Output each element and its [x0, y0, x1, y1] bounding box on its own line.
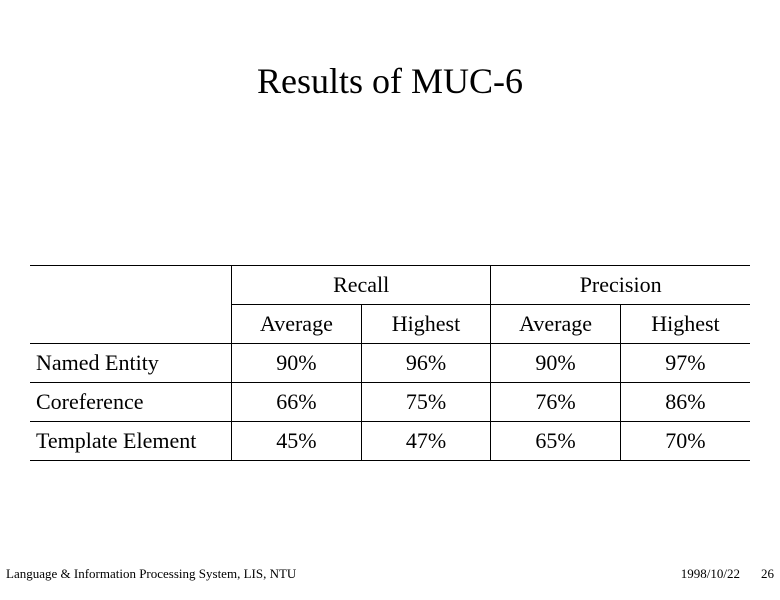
- table-row: Template Element 45% 47% 65% 70%: [30, 422, 750, 461]
- cell-precision-avg: 65%: [491, 422, 621, 461]
- table-row: Named Entity 90% 96% 90% 97%: [30, 344, 750, 383]
- table: Recall Precision Average Highest Average…: [30, 265, 750, 461]
- header-blank: [30, 266, 232, 305]
- slide-title: Results of MUC-6: [0, 60, 780, 102]
- cell-recall-high: 96%: [361, 344, 491, 383]
- footer-date: 1998/10/22: [681, 566, 740, 582]
- table-row: Coreference 66% 75% 76% 86%: [30, 383, 750, 422]
- table-header-row: Recall Precision: [30, 266, 750, 305]
- cell-recall-high: 75%: [361, 383, 491, 422]
- subheader-precision-high: Highest: [620, 305, 750, 344]
- header-precision: Precision: [491, 266, 750, 305]
- subheader-recall-avg: Average: [232, 305, 362, 344]
- results-table: Recall Precision Average Highest Average…: [30, 265, 750, 461]
- table-subheader-row: Average Highest Average Highest: [30, 305, 750, 344]
- footer-page-number: 26: [761, 566, 774, 582]
- cell-precision-avg: 90%: [491, 344, 621, 383]
- cell-precision-high: 70%: [620, 422, 750, 461]
- row-label: Template Element: [30, 422, 232, 461]
- cell-recall-avg: 66%: [232, 383, 362, 422]
- cell-recall-avg: 90%: [232, 344, 362, 383]
- cell-precision-avg: 76%: [491, 383, 621, 422]
- subheader-precision-avg: Average: [491, 305, 621, 344]
- cell-recall-avg: 45%: [232, 422, 362, 461]
- subheader-recall-high: Highest: [361, 305, 491, 344]
- cell-precision-high: 86%: [620, 383, 750, 422]
- cell-recall-high: 47%: [361, 422, 491, 461]
- cell-precision-high: 97%: [620, 344, 750, 383]
- footer-affiliation: Language & Information Processing System…: [6, 566, 296, 582]
- subheader-blank: [30, 305, 232, 344]
- header-recall: Recall: [232, 266, 491, 305]
- row-label: Named Entity: [30, 344, 232, 383]
- slide: Results of MUC-6 Recall Precision Averag…: [0, 60, 780, 600]
- row-label: Coreference: [30, 383, 232, 422]
